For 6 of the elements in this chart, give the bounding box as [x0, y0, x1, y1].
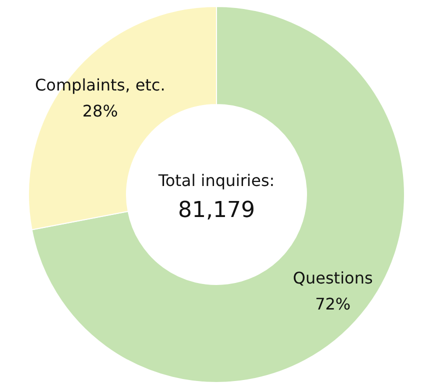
text: Total inquiries: — [157, 171, 275, 190]
text: 81,179 — [178, 198, 255, 223]
slice-label: Questions — [292, 268, 373, 288]
slice-label: Complaints, etc. — [34, 76, 166, 95]
data-label: 28% — [82, 102, 118, 121]
data-label: 72% — [315, 294, 351, 314]
